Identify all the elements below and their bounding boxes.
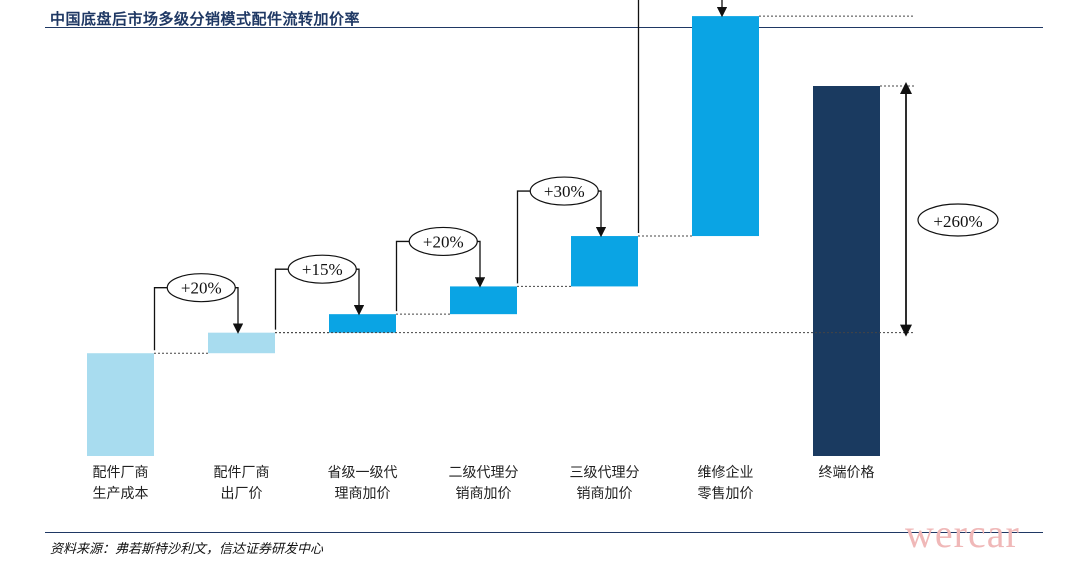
waterfall-bar: [813, 86, 880, 456]
category-label: 出厂价: [221, 486, 263, 502]
markup-badge: [529, 176, 599, 206]
markup-label: +15%: [302, 260, 343, 279]
waterfall-bar: [692, 16, 759, 237]
markup-label: +30%: [544, 182, 585, 201]
category-label: 生产成本: [93, 486, 149, 502]
markup-arrow: [637, 0, 728, 234]
source-note: 资料来源：弗若斯特沙利文，信达证券研发中心: [50, 542, 324, 557]
category-label: 零售加价: [698, 486, 754, 502]
markup-badge: [166, 273, 236, 303]
waterfall-bar: [329, 314, 396, 333]
markup-badge: [287, 254, 357, 284]
category-label: 三级代理分: [570, 465, 640, 481]
markup-label: +20%: [181, 279, 222, 298]
total-badge: [917, 203, 999, 237]
chart-title: 中国底盘后市场多级分销模式配件流转加价率: [50, 10, 361, 28]
watermark-text: wercar: [905, 511, 1020, 556]
category-label: 配件厂商: [214, 465, 270, 481]
top-rule: [45, 27, 1043, 28]
category-label: 终端价格: [819, 465, 875, 481]
category-label: 理商加价: [335, 486, 391, 502]
waterfall-bar: [208, 332, 275, 354]
category-label: 二级代理分: [449, 465, 519, 481]
category-label: 销商加价: [456, 486, 512, 502]
category-label: 配件厂商: [93, 465, 149, 481]
total-markup-label: +260%: [933, 212, 982, 231]
waterfall-bar: [87, 353, 154, 456]
waterfall-bar: [571, 236, 638, 287]
category-label: 省级一级代: [328, 465, 398, 481]
category-label: 维修企业: [698, 464, 754, 481]
markup-label: +20%: [423, 232, 464, 251]
waterfall-bar: [450, 286, 517, 315]
markup-badge: [408, 226, 478, 257]
bottom-rule: [45, 532, 1043, 533]
category-label: 销商加价: [577, 486, 633, 502]
